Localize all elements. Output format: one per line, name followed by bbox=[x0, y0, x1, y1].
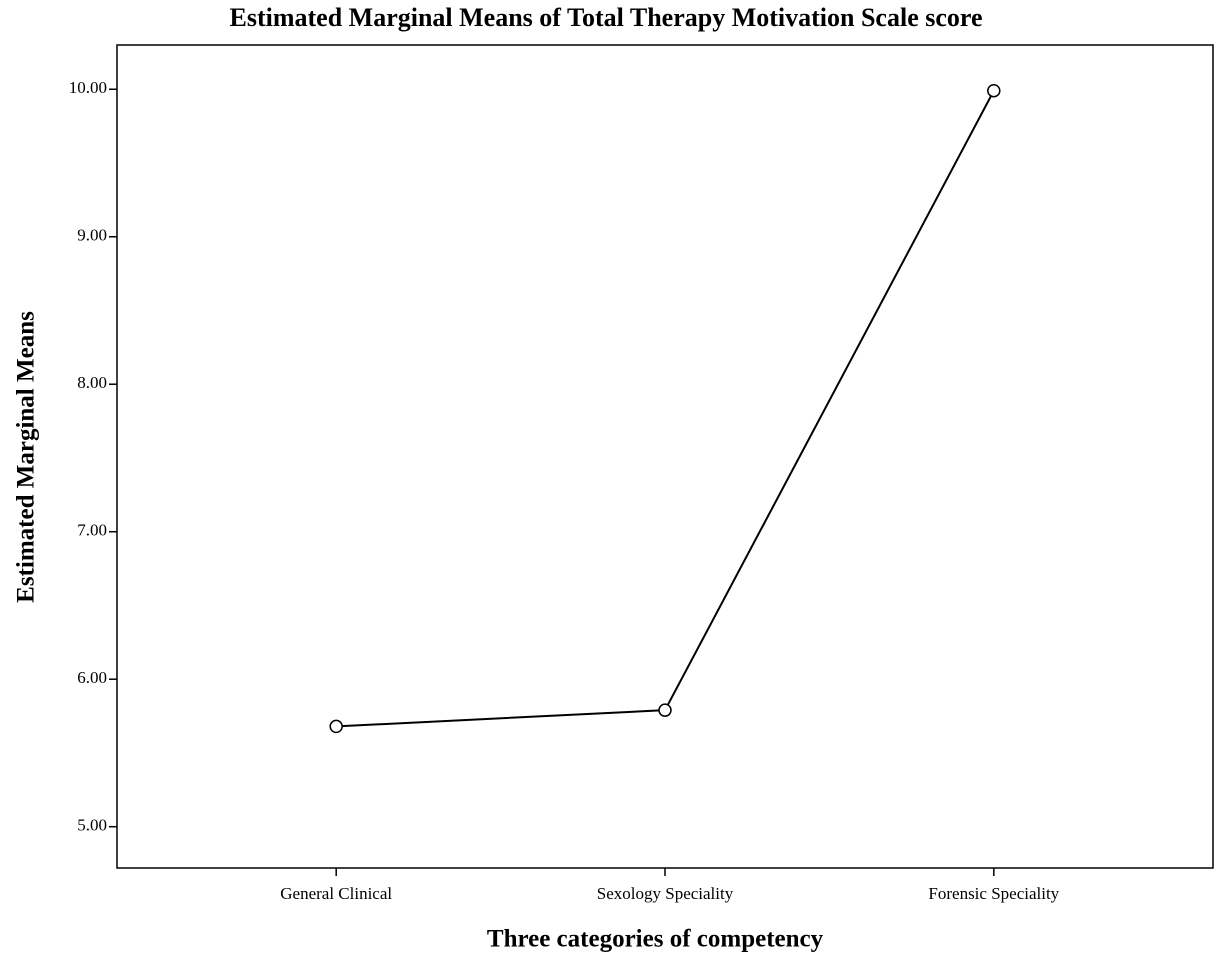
plot-frame bbox=[116, 44, 1214, 869]
line bbox=[336, 90, 995, 728]
y-tick-label: 6.00 bbox=[77, 668, 107, 687]
marker bbox=[658, 703, 672, 717]
y-tick-label: 7.00 bbox=[77, 521, 107, 540]
y-tick-label: 10.00 bbox=[69, 78, 107, 97]
y-tick-label: 9.00 bbox=[77, 226, 107, 245]
chart-title: Estimated Marginal Means of Total Therap… bbox=[230, 3, 983, 32]
y-axis-label: Estimated Marginal Means bbox=[13, 311, 40, 603]
x-tick-label: Forensic Speciality bbox=[928, 884, 1059, 903]
marker bbox=[329, 719, 343, 734]
x-tick-label: Sexology Speciality bbox=[597, 884, 734, 903]
y-tick-label: 8.00 bbox=[77, 373, 107, 392]
x-tick-label: General Clinical bbox=[280, 884, 392, 903]
x-axis-label: Three categories of competency bbox=[487, 926, 824, 953]
y-tick-label: 5.00 bbox=[77, 816, 107, 835]
marker bbox=[987, 83, 1001, 98]
